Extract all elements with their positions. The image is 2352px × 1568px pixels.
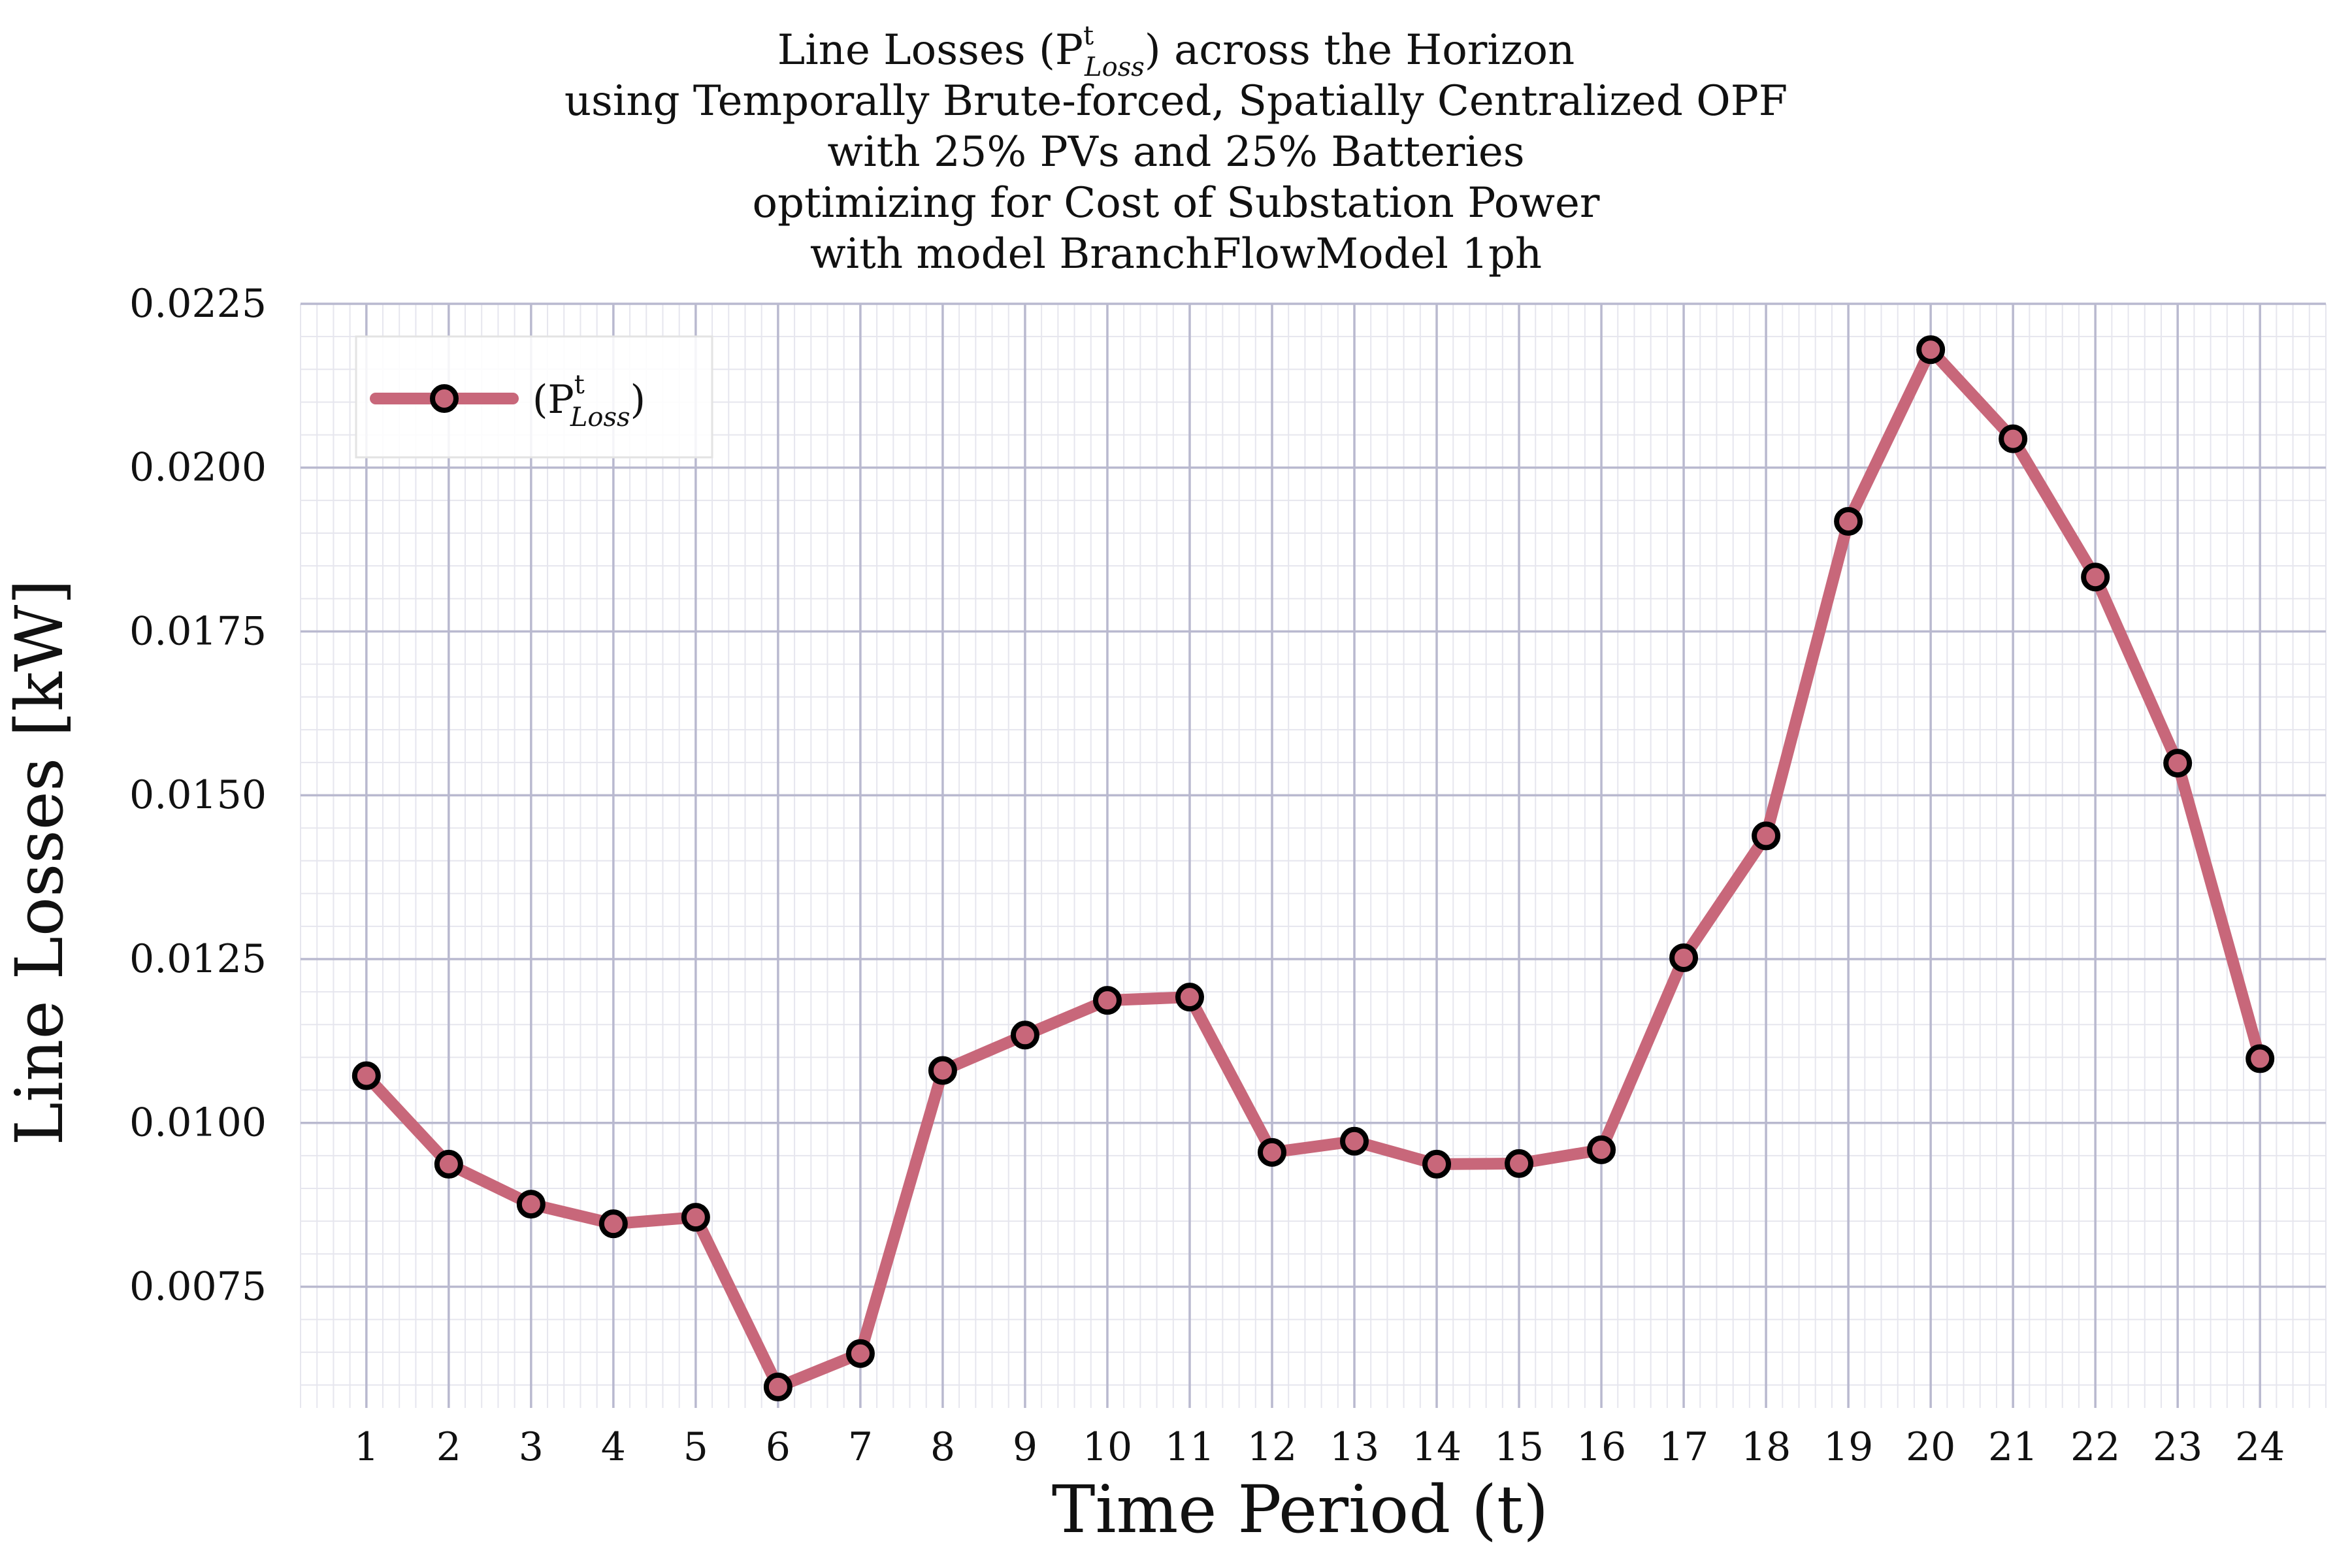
data-point [1752,821,1781,851]
x-tick-label: 20 [1906,1424,1955,1470]
x-tick-label: 14 [1412,1424,1462,1470]
data-point [1505,1149,1534,1178]
x-tick-label: 7 [848,1424,873,1470]
x-tick-label: 19 [1823,1424,1873,1470]
x-axis-label: Time Period (t) [1052,1471,1548,1548]
x-tick-label: 17 [1659,1424,1708,1470]
chart-title-line-5: with model BranchFlowModel 1ph [809,230,1543,278]
data-point [1834,506,1863,536]
data-point [928,1056,957,1085]
x-tick-label: 6 [766,1424,791,1470]
chart-title-line-1: Line Losses (PtLoss) across the Horizon [777,21,1575,82]
x-tick-label: 24 [2235,1424,2285,1470]
x-tick-label: 4 [601,1424,626,1470]
data-point [1340,1126,1369,1156]
x-tick-label: 9 [1013,1424,1037,1470]
data-point [1175,983,1204,1012]
data-point [681,1203,710,1232]
data-point [763,1372,792,1401]
x-tick-label: 22 [2070,1424,2120,1470]
data-point [598,1209,628,1239]
data-point [2163,749,2193,778]
x-tick-label: 12 [1247,1424,1297,1470]
x-tick-label: 13 [1330,1424,1379,1470]
data-point [434,1149,463,1179]
y-axis-label: Line Losses [kW] [1,580,78,1146]
series-line [360,344,2266,1393]
data-point [351,1061,381,1090]
title-sup: t [1083,21,1094,51]
x-tick-label: 5 [683,1424,708,1470]
x-tick-label: 1 [354,1424,379,1470]
x-tick-label: 23 [2153,1424,2202,1470]
y-tick-label: 0.0125 [129,936,267,982]
title-suffix: ) across the Horizon [1144,26,1575,74]
x-tick-label: 18 [1741,1424,1791,1470]
y-tick-labels: 0.0075 0.0100 0.0125 0.0150 0.0175 0.0200 0.02… [129,281,267,1309]
y-tick-label: 0.0225 [129,281,267,327]
chart-title-line-2: using Temporally Brute-forced, Spatially… [564,77,1788,125]
x-tick-label: 16 [1576,1424,1626,1470]
x-tick-labels: 1 2 3 4 5 6 7 8 9 10 11 12 13 14 15 16 17 18 19 20 21 22 23 24 [354,1424,2285,1470]
data-point [2081,563,2110,592]
data-point [1422,1149,1452,1179]
x-tick-label: 10 [1083,1424,1132,1470]
data-point [845,1339,875,1368]
data-point [1587,1135,1616,1164]
legend-label: (Pt Loss) [532,370,645,433]
title-sub: Loss [1085,52,1145,82]
major-grid [301,302,2326,1408]
x-tick-label: 11 [1165,1424,1215,1470]
data-point [1092,986,1122,1015]
y-tick-label: 0.0150 [129,772,267,818]
data-point [1669,943,1699,972]
chart-title-line-4: optimizing for Cost of Substation Power [752,179,1600,227]
x-tick-label: 15 [1494,1424,1544,1470]
data-point [1010,1021,1039,1050]
series-layer [351,335,2275,1401]
chart-title-line-3: with 25% PVs and 25% Batteries [827,128,1525,176]
data-point [1257,1137,1286,1167]
minor-grid [300,303,2327,1408]
x-tick-label: 2 [436,1424,461,1470]
y-tick-label: 0.0200 [129,445,267,491]
x-tick-label: 8 [930,1424,955,1470]
y-tick-label: 0.0100 [129,1100,267,1146]
legend-marker [430,384,459,413]
data-point [2246,1044,2275,1073]
data-point [1999,424,2028,453]
data-point [516,1190,546,1219]
y-tick-label: 0.0075 [129,1264,267,1309]
data-point [1916,335,1946,365]
legend: (Pt Loss) [355,335,713,459]
x-tick-label: 21 [1988,1424,2038,1470]
x-tick-label: 3 [519,1424,544,1470]
y-tick-label: 0.0175 [129,608,267,654]
